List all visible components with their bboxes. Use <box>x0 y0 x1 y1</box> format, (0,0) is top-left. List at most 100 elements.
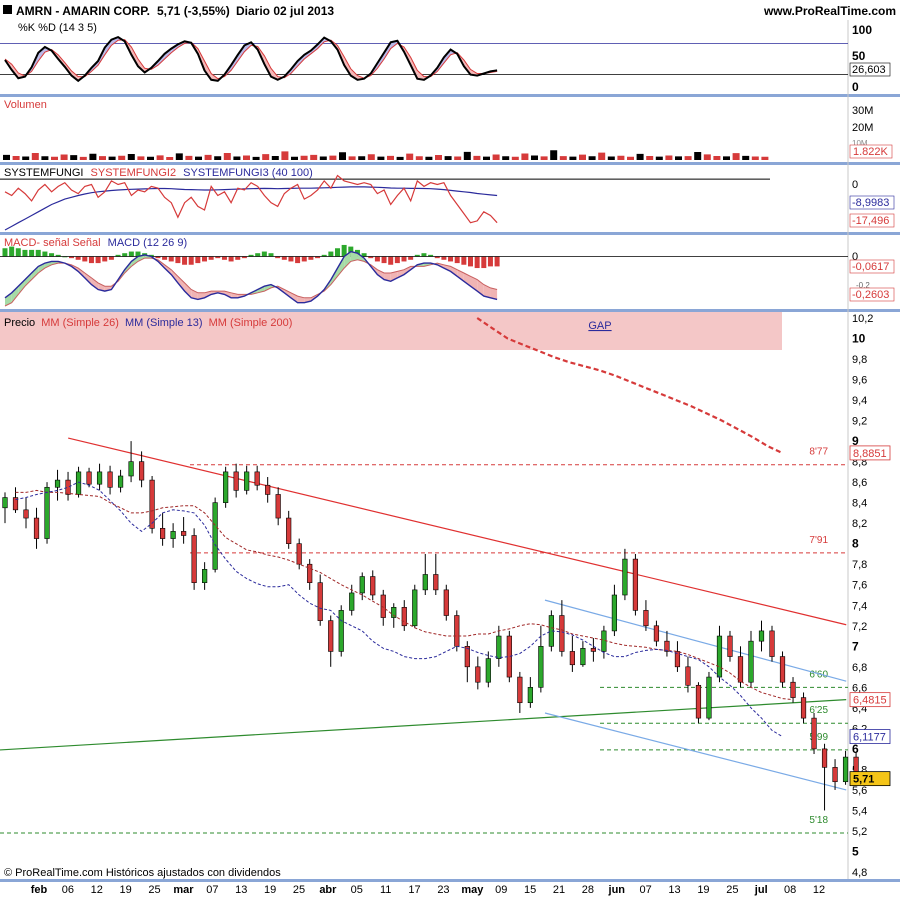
macd-histogram-bar <box>308 256 314 260</box>
price-candle-body <box>790 681 796 698</box>
volume-bar <box>118 155 126 160</box>
macd-fill <box>84 273 92 285</box>
stochastic-fill <box>138 58 145 73</box>
macd-histogram-bar <box>135 251 141 257</box>
price-candle-body <box>601 630 607 652</box>
macd-histogram-bar <box>421 253 427 257</box>
macd-histogram-bar <box>454 256 460 264</box>
volume-bar <box>243 155 250 160</box>
site-link[interactable]: www.ProRealTime.com <box>763 4 896 18</box>
x-axis-date-label: 25 <box>293 884 305 896</box>
price-title-1: Precio <box>4 317 35 329</box>
x-axis-date-label: 19 <box>120 884 132 896</box>
volume-bar <box>185 155 193 160</box>
price-candle-body <box>138 461 145 481</box>
ticker-marker-icon <box>3 5 12 14</box>
volume-bar <box>588 156 596 160</box>
price-candle-body <box>254 471 260 486</box>
price-candle-body <box>443 589 449 616</box>
macd-histogram-bar <box>368 256 374 259</box>
price-candle-body <box>359 576 365 594</box>
macd-histogram-bar <box>388 256 394 265</box>
macd-histogram-bar <box>162 256 168 260</box>
panel-separator <box>0 94 900 97</box>
macd-histogram-bar <box>328 251 334 257</box>
macd-histogram-bar <box>228 256 234 262</box>
footer-watermark: © ProRealTime.com Históricos ajustados c… <box>4 867 281 879</box>
volume-bar <box>271 156 279 160</box>
macd-fill <box>231 292 238 298</box>
price-tick-label: 8,6 <box>852 477 867 489</box>
volume-bar <box>214 156 222 160</box>
price-candle-body <box>674 651 681 668</box>
price-candle-body <box>580 648 586 666</box>
price-candle-body <box>412 589 418 627</box>
systemfungi-title: SYSTEMFUNGI SYSTEMFUNGI2 SYSTEMFUNGI3 (4… <box>4 167 313 179</box>
volume-bar <box>233 156 241 160</box>
volume-bar <box>79 156 87 160</box>
macd-histogram-bar <box>235 256 241 260</box>
macd-histogram-bar <box>275 256 281 259</box>
volume-bar <box>252 156 260 160</box>
price-value-label: 6,4815 <box>853 695 887 707</box>
macd-histogram-bar <box>414 254 420 257</box>
price-level-label: 5'99 <box>809 732 828 743</box>
macd-histogram-bar <box>148 254 154 257</box>
macd-histogram-bar <box>468 256 473 267</box>
volume-bar <box>70 155 78 160</box>
price-candle-body <box>433 574 439 591</box>
systemfungi2-line <box>4 174 498 224</box>
price-candle-body <box>800 697 807 719</box>
price-candle-body <box>517 676 523 704</box>
volume-bar <box>559 156 567 160</box>
price-candle-body <box>832 767 838 783</box>
period-date: Diario 02 jul 2013 <box>236 4 334 18</box>
macd-histogram-bar <box>2 248 8 257</box>
volume-bar <box>223 153 231 160</box>
price-candle-body <box>779 656 786 683</box>
price-candle-body <box>475 666 481 683</box>
volume-bar <box>60 154 68 160</box>
price-value-box <box>849 445 891 461</box>
macd-histogram-bar <box>461 256 467 265</box>
macd-histogram-bar <box>95 256 101 264</box>
price-candle-body <box>538 645 544 688</box>
price-tick-label: 7 <box>852 639 859 653</box>
x-axis: feb 06 12 19 25 mar 07 13 19 25 abr 05 11 17 23 may 09 15… <box>31 884 825 896</box>
price-candle-body <box>160 528 166 539</box>
price-candle-body <box>685 666 691 686</box>
volume-bar <box>713 156 721 160</box>
volume-bar <box>684 156 692 160</box>
volume-bar <box>12 156 20 160</box>
price-title-2: MM (Simple 26) <box>41 317 119 329</box>
price-candle-body <box>716 635 723 678</box>
price-panel: Precio MM (Simple 26) MM (Simple 13) MM … <box>0 312 891 879</box>
volume-bar <box>742 155 750 160</box>
macd-histogram-bar <box>128 251 134 257</box>
price-candle-body <box>233 471 239 491</box>
macd-histogram-bar <box>15 248 21 257</box>
x-axis-date-label: jun <box>608 884 626 896</box>
volume-axis-30m: 30M <box>852 105 873 117</box>
volume-bar <box>396 156 404 160</box>
x-axis-date-label: 06 <box>62 884 74 896</box>
volume-bar <box>646 156 654 160</box>
macd-histogram-bar <box>288 256 294 262</box>
macd-histogram-bar <box>102 256 108 262</box>
price-tick-label: 5,6 <box>852 785 867 797</box>
volume-bar <box>156 155 164 160</box>
panel-separator <box>0 232 900 235</box>
x-axis-date-label: abr <box>319 884 337 896</box>
price-candle-body <box>44 486 50 539</box>
macd-histogram-bar <box>75 256 81 260</box>
stochastic-fill <box>350 68 358 80</box>
stochastic-k-line <box>4 35 498 83</box>
price-candle-body <box>695 684 702 719</box>
price-tick-label: 6,6 <box>852 682 867 694</box>
volume-bar <box>531 155 538 160</box>
volume-bar <box>703 154 711 160</box>
macd-histogram-bar <box>195 256 201 264</box>
x-axis-date-label: mar <box>173 884 194 896</box>
price-level-label: 6'25 <box>809 705 828 716</box>
volume-bar <box>444 156 452 160</box>
